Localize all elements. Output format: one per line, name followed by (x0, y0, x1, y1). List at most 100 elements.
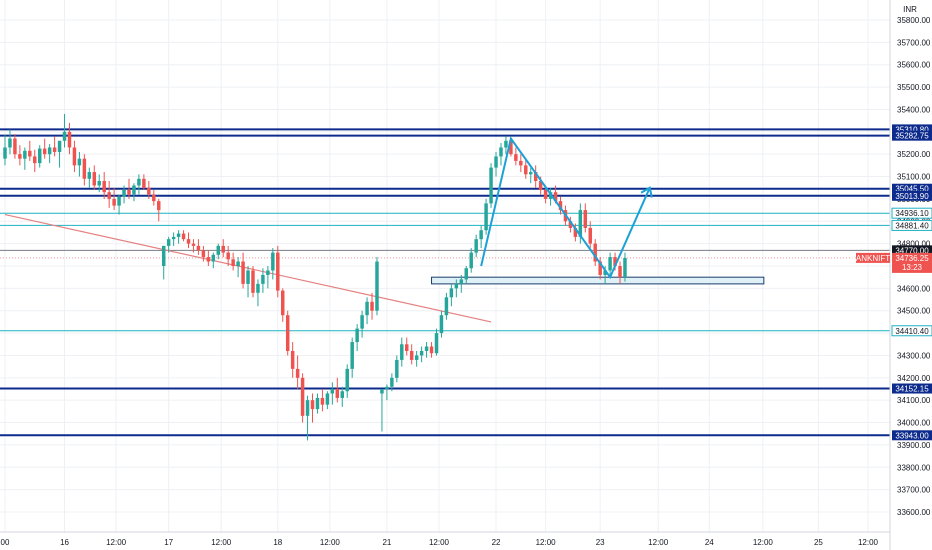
candle-body (360, 315, 364, 329)
candle-body (226, 252, 230, 260)
candle-body (618, 266, 622, 278)
candle-body (553, 192, 558, 202)
level-label: 33943.00 (895, 431, 929, 440)
price-tick-label: 34500.00 (897, 307, 931, 316)
candle-body (499, 147, 503, 157)
candle-body (524, 165, 528, 175)
time-tick-label: 12:00 (211, 538, 232, 547)
candle-body (276, 252, 280, 291)
candle-body (489, 167, 493, 204)
level-label-bg (891, 219, 932, 231)
candle-body (300, 377, 305, 416)
level-label-bg (892, 430, 932, 441)
candle-body (409, 350, 414, 360)
time-tick-label: 12:00 (106, 538, 127, 547)
candle-body (13, 138, 17, 155)
candle-body (112, 198, 116, 206)
candle-body (52, 147, 57, 152)
time-tick-label: 12:00 (753, 538, 774, 547)
candle-body (42, 148, 47, 155)
projection-path (480, 136, 651, 280)
candle-body (519, 160, 523, 166)
arrow-head (640, 186, 653, 198)
level-label: 35310.80 (895, 125, 929, 134)
candle-body (281, 290, 285, 316)
candle-body (87, 172, 92, 179)
candle-body (72, 147, 77, 166)
candle-body (370, 301, 374, 311)
candle-body (414, 355, 419, 360)
candle-body (77, 158, 82, 166)
time-tick-label: 21 (382, 538, 391, 547)
candle-body (67, 131, 72, 148)
candle-body (330, 389, 335, 394)
level-label-bg (892, 245, 932, 256)
candle-body (47, 147, 52, 155)
candle-body (593, 243, 597, 262)
candle-body (181, 233, 186, 240)
candle-body (246, 270, 250, 284)
current-price-label: 34736.25 (895, 254, 929, 263)
candle-body (171, 236, 176, 240)
candle-body (335, 389, 340, 398)
candle-body (201, 250, 206, 258)
candle-body (266, 270, 270, 275)
candle-body (454, 283, 459, 289)
level-label: 34936.10 (895, 209, 929, 218)
candle-body (285, 315, 290, 351)
candle-body (578, 210, 583, 237)
candle-body (236, 261, 240, 266)
candle-body (474, 239, 478, 253)
candle-body (261, 274, 265, 284)
candle-body (310, 400, 315, 410)
candle-body (191, 243, 196, 246)
countdown-label: 13:23 (902, 263, 923, 272)
candle-body (290, 350, 295, 369)
symbol-tag-bg (856, 252, 890, 263)
time-tick-label: 16 (60, 538, 69, 547)
candle-body (315, 397, 320, 410)
price-tick-label: 33800.00 (897, 463, 931, 472)
candle-body (528, 172, 533, 175)
candle-body (365, 301, 369, 316)
candle-body (305, 400, 310, 416)
candle-body (375, 261, 379, 311)
time-tick-label: 17 (164, 538, 173, 547)
time-tick-label: 00 (1, 538, 10, 547)
candle-body (18, 154, 22, 159)
time-tick-label: 24 (705, 538, 714, 547)
candle-body (186, 239, 191, 244)
current-price-bg (892, 252, 932, 273)
candle-body (583, 210, 588, 228)
price-tick-label: 33900.00 (897, 441, 931, 450)
candle-body (62, 131, 67, 141)
price-tick-label: 34300.00 (897, 351, 931, 360)
time-tick-label: 12:00 (858, 538, 879, 547)
candle-body (117, 196, 121, 206)
candle-body (137, 178, 141, 186)
price-tick-label: 34200.00 (897, 374, 931, 383)
candle-body (23, 150, 27, 159)
candle-body (161, 245, 166, 266)
price-tick-label: 33600.00 (897, 508, 931, 517)
candle-body (533, 172, 538, 182)
candle-body (211, 254, 216, 262)
level-label-bg (891, 325, 932, 337)
candle-body (350, 342, 354, 369)
price-tick-label: 35600.00 (897, 61, 931, 70)
candle-body (405, 344, 409, 351)
candle-body (102, 181, 106, 193)
candle-body (395, 359, 399, 378)
level-label: 35282.75 (895, 132, 929, 141)
candle-body (449, 288, 454, 298)
price-tick-label: 33700.00 (897, 486, 931, 495)
price-tick-label: 34800.00 (897, 240, 931, 249)
candle-body (216, 245, 221, 255)
price-tick-label: 34000.00 (897, 419, 931, 428)
time-tick-label: 23 (596, 538, 605, 547)
candle-body (598, 261, 602, 275)
symbol-tag: BANKNIFTY (851, 254, 897, 263)
candle-body (142, 178, 146, 188)
